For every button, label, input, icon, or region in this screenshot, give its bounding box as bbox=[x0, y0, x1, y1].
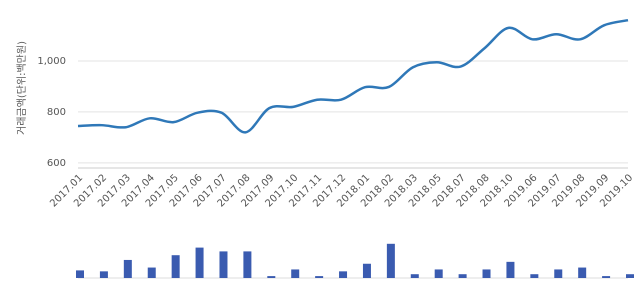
volume-bar bbox=[458, 274, 467, 278]
volume-bar bbox=[339, 271, 348, 278]
y-tick-label: 600 bbox=[47, 158, 66, 169]
volume-bar bbox=[626, 274, 634, 278]
y-axis-label: 거래금액(단위:백만원) bbox=[15, 41, 28, 135]
volume-bar bbox=[76, 270, 84, 278]
volume-bar bbox=[602, 276, 611, 278]
y-tick-label: 800 bbox=[47, 107, 66, 118]
volume-bar bbox=[123, 259, 132, 278]
volume-bar bbox=[434, 269, 443, 278]
volume-bar bbox=[315, 276, 324, 278]
volume-bar bbox=[195, 247, 204, 278]
volume-bar bbox=[291, 269, 300, 278]
volume-bar bbox=[219, 251, 228, 278]
volume-bar bbox=[171, 255, 180, 278]
volume-bar bbox=[99, 271, 108, 278]
volume-bar bbox=[147, 267, 156, 278]
y-tick-label: 1,000 bbox=[37, 56, 66, 67]
volume-bar bbox=[578, 267, 587, 278]
volume-bar bbox=[267, 276, 276, 278]
volume-bar bbox=[506, 261, 515, 278]
volume-bar bbox=[482, 269, 491, 278]
volume-bar bbox=[410, 274, 419, 278]
volume-bar bbox=[554, 269, 563, 278]
volume-bar bbox=[362, 263, 371, 278]
volume-bar bbox=[243, 251, 252, 278]
price-line bbox=[77, 18, 629, 134]
volume-bar bbox=[530, 274, 539, 278]
volume-bar bbox=[386, 243, 395, 278]
